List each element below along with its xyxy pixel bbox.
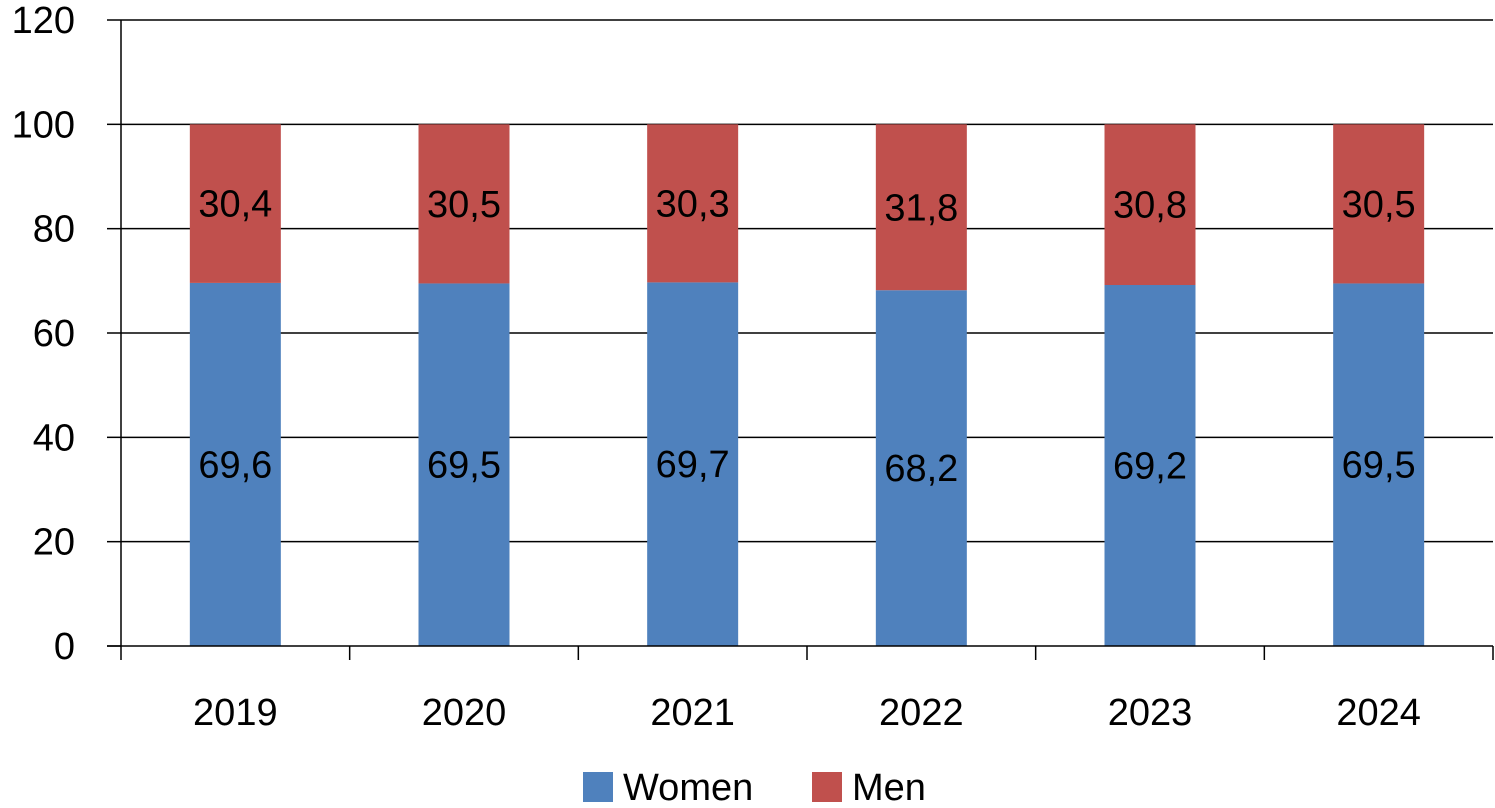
y-tick-label: 80 xyxy=(33,209,75,251)
data-label-women-2022: 68,2 xyxy=(884,448,958,490)
y-tick-label: 120 xyxy=(12,0,75,42)
y-tick-label: 0 xyxy=(54,626,75,668)
data-label-men-2021: 30,3 xyxy=(656,183,730,225)
x-tick-label-2022: 2022 xyxy=(879,692,964,734)
bar-women-2024 xyxy=(1333,283,1425,646)
bar-women-2022 xyxy=(875,290,967,646)
bar-men-2022 xyxy=(875,124,967,291)
bar-men-2020 xyxy=(418,124,510,284)
bar-men-2019 xyxy=(189,124,281,283)
data-label-women-2023: 69,2 xyxy=(1113,446,1187,488)
data-label-men-2023: 30,8 xyxy=(1113,185,1187,227)
bar-women-2021 xyxy=(647,282,739,646)
x-tick-label-2020: 2020 xyxy=(422,692,507,734)
x-tick-label-2024: 2024 xyxy=(1336,692,1421,734)
data-label-men-2022: 31,8 xyxy=(884,187,958,229)
data-label-women-2021: 69,7 xyxy=(656,444,730,486)
legend-swatch-women xyxy=(583,772,613,802)
legend-label-men: Men xyxy=(852,767,926,808)
bar-men-2021 xyxy=(647,124,739,283)
data-label-men-2020: 30,5 xyxy=(427,184,501,226)
data-label-women-2019: 69,6 xyxy=(198,444,272,486)
bar-men-2023 xyxy=(1104,124,1196,286)
data-label-women-2024: 69,5 xyxy=(1342,445,1416,487)
legend-swatch-men xyxy=(812,772,842,802)
x-tick-label-2021: 2021 xyxy=(650,692,735,734)
bars xyxy=(189,124,1425,646)
legend: Women Men xyxy=(583,767,926,808)
y-tick-label: 20 xyxy=(33,522,75,564)
bar-men-2024 xyxy=(1333,124,1425,284)
data-label-women-2020: 69,5 xyxy=(427,445,501,487)
gridlines xyxy=(121,19,1493,543)
y-tick-label: 100 xyxy=(12,104,75,146)
bar-women-2023 xyxy=(1104,285,1196,646)
axes: 0 20 40 60 80 100 120 2019 2020 2021 2022 2023 2024 xyxy=(12,0,1494,734)
bar-women-2020 xyxy=(418,283,510,646)
y-tick-label: 40 xyxy=(33,417,75,459)
y-tick-label: 60 xyxy=(33,313,75,355)
data-label-men-2024: 30,5 xyxy=(1342,184,1416,226)
data-label-men-2019: 30,4 xyxy=(198,184,272,226)
legend-label-women: Women xyxy=(623,767,753,808)
bar-women-2019 xyxy=(189,282,281,646)
x-tick-label-2023: 2023 xyxy=(1108,692,1193,734)
data-labels: 69,6 30,4 69,5 30,5 69,7 30,3 68,2 31,8 69,2 30,8… xyxy=(198,183,1415,490)
x-tick-label-2019: 2019 xyxy=(193,692,278,734)
